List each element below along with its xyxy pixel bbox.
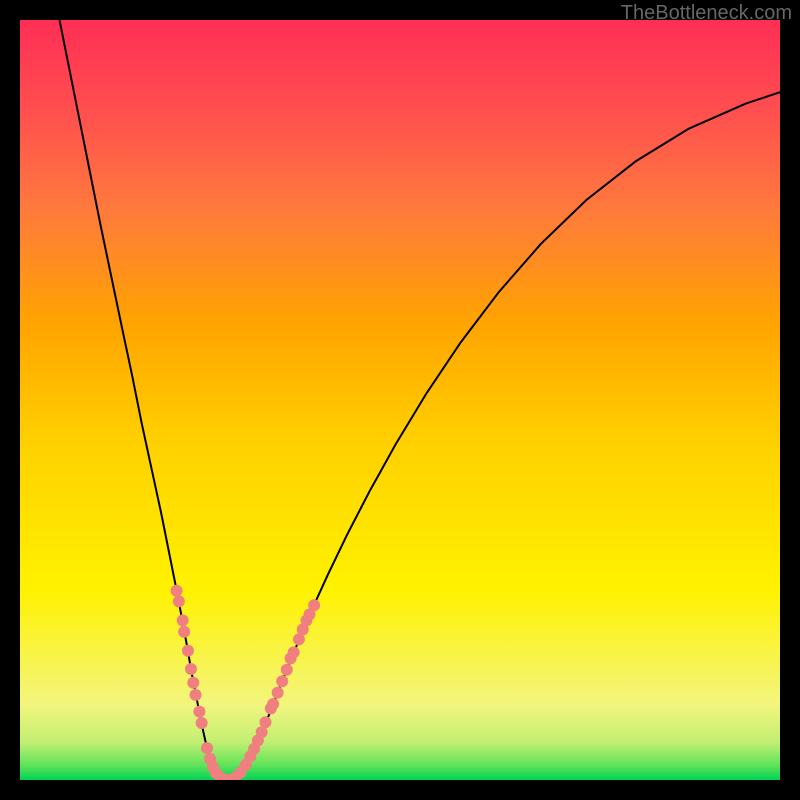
watermark-label: TheBottleneck.com (621, 2, 792, 25)
chart-frame: TheBottleneck.com (0, 0, 800, 800)
plot-area (20, 20, 780, 780)
gradient-background (20, 20, 780, 780)
